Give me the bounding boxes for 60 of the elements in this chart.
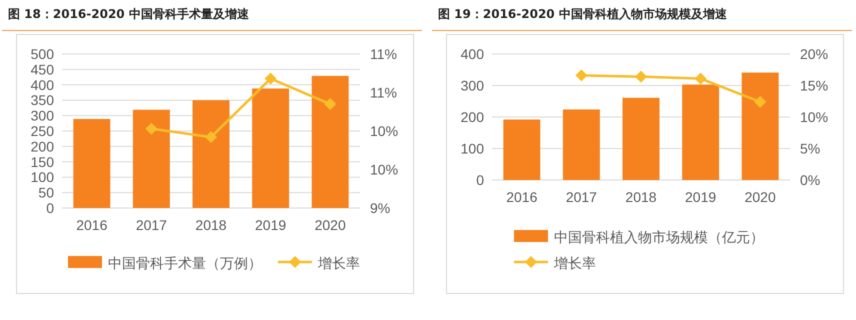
bar [562, 109, 600, 180]
y2-tick-label: 20% [800, 46, 828, 62]
y-tick-label: 350 [30, 92, 54, 108]
y-tick-label: 100 [30, 169, 54, 186]
y-tick-label: 450 [30, 61, 54, 78]
bar [73, 118, 110, 208]
y2-tick-label: 10% [800, 109, 828, 125]
bar [622, 98, 660, 180]
y-tick-label: 100 [460, 140, 484, 156]
point [754, 96, 766, 108]
y-tick-label: 300 [460, 78, 484, 94]
y2-tick-label: 9% [370, 200, 390, 216]
x-tick-label: 2017 [566, 189, 598, 205]
y-tick-label: 300 [30, 108, 54, 124]
x-tick-label: 2019 [255, 217, 286, 233]
point [324, 98, 336, 110]
y2-tick-label: 0% [800, 172, 820, 188]
y-tick-label: 200 [460, 109, 484, 125]
legend-label: 中国骨科手术量（万例） [108, 256, 262, 272]
point [145, 122, 158, 135]
y-tick-label: 500 [30, 46, 54, 62]
y-tick-label: 0 [476, 172, 484, 188]
legend-label: 增长率 [553, 256, 596, 272]
y-tick-label: 200 [30, 138, 54, 154]
y2-tick-label: 10% [370, 123, 398, 139]
x-tick-label: 2018 [195, 217, 227, 233]
y-tick-label: 250 [30, 123, 54, 139]
point [264, 72, 277, 85]
bar [503, 120, 540, 180]
x-tick-label: 2020 [314, 217, 346, 233]
x-tick-label: 2017 [136, 217, 168, 233]
y2-tick-label: 15% [800, 78, 828, 94]
x-tick-label: 2016 [76, 217, 108, 233]
bar [742, 72, 779, 180]
chart-title: 图 18：2016-2020 中国骨科手术量及增速 [8, 6, 249, 23]
y2-tick-label: 11% [370, 84, 397, 100]
bar [682, 84, 720, 180]
bar [252, 88, 290, 208]
y2-tick-label: 11% [370, 46, 397, 62]
point [205, 131, 217, 144]
y-tick-label: 400 [30, 76, 54, 93]
point [694, 72, 707, 85]
x-tick-label: 2019 [685, 189, 716, 205]
bar [312, 76, 349, 208]
y2-tick-label: 5% [800, 140, 820, 156]
point [635, 70, 647, 83]
x-tick-label: 2018 [625, 189, 657, 205]
legend-label: 中国骨科植入物市场规模（亿元） [554, 230, 764, 246]
y-tick-label: 150 [30, 154, 54, 170]
x-tick-label: 2016 [506, 189, 538, 205]
bar [192, 100, 230, 208]
y-tick-label: 50 [38, 184, 54, 201]
x-tick-label: 2020 [744, 189, 776, 205]
point [575, 69, 588, 82]
bar [132, 110, 170, 208]
y2-tick-label: 10% [370, 162, 398, 178]
y-tick-label: 400 [460, 46, 484, 62]
chart-title: 图 19：2016-2020 中国骨科植入物市场规模及增速 [438, 6, 727, 23]
y-tick-label: 0 [46, 200, 54, 216]
legend-label: 增长率 [317, 256, 360, 272]
